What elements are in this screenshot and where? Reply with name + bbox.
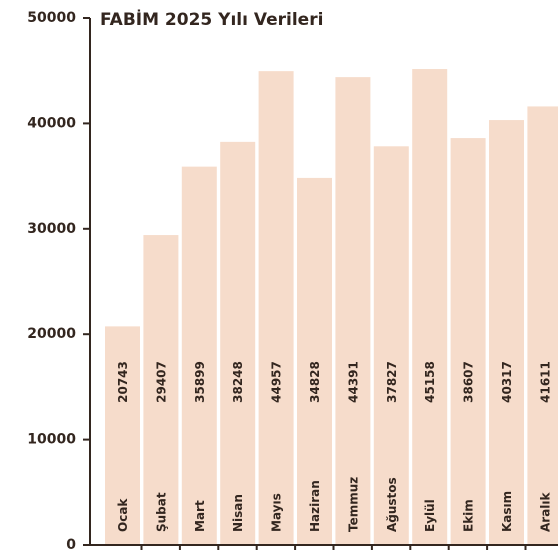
value-label: 41611: [538, 361, 552, 403]
value-label: 44957: [270, 361, 284, 403]
y-tick-label: 30000: [27, 221, 76, 237]
bar: [450, 138, 486, 545]
x-tick-label: Ocak: [116, 498, 130, 532]
x-tick-label: Nisan: [231, 494, 245, 532]
bar: [220, 141, 256, 545]
value-label: 40317: [500, 361, 514, 403]
value-label: 38607: [462, 361, 476, 403]
bar: [335, 77, 371, 545]
bar: [143, 235, 179, 545]
bar: [373, 146, 409, 546]
x-tick-label: Şubat: [154, 492, 168, 532]
y-tick-label: 20000: [27, 326, 76, 342]
y-tick-label: 0: [66, 537, 76, 553]
value-label: 44391: [346, 361, 360, 403]
y-tick-label: 40000: [27, 115, 76, 131]
value-label: 38248: [231, 361, 245, 403]
bar: [489, 120, 524, 545]
bar: [181, 166, 217, 545]
bar: [412, 69, 448, 546]
x-tick-label: Eylül: [423, 499, 437, 532]
bar: [105, 326, 140, 545]
x-tick-label: Ekim: [462, 499, 476, 532]
x-tick-label: Mayıs: [270, 493, 284, 532]
bar: [258, 71, 294, 545]
y-tick-label: 10000: [27, 432, 76, 448]
value-label: 35899: [193, 361, 207, 403]
x-tick-label: Mart: [193, 500, 207, 532]
value-label: 45158: [423, 361, 437, 403]
x-tick-label: Aralık: [538, 491, 552, 532]
y-tick-label: 50000: [27, 10, 76, 26]
x-tick-label: Ağustos: [385, 477, 399, 532]
value-label: 20743: [116, 361, 130, 403]
value-label: 29407: [154, 361, 168, 403]
bar: [527, 106, 558, 546]
chart-title: FABİM 2025 Yılı Verileri: [100, 8, 323, 30]
value-label: 37827: [385, 361, 399, 403]
x-tick-label: Temmuz: [346, 477, 360, 532]
x-tick-label: Kasım: [500, 491, 514, 532]
value-label: 34828: [308, 361, 322, 403]
x-tick-label: Haziran: [308, 480, 322, 532]
bar: [297, 177, 332, 545]
